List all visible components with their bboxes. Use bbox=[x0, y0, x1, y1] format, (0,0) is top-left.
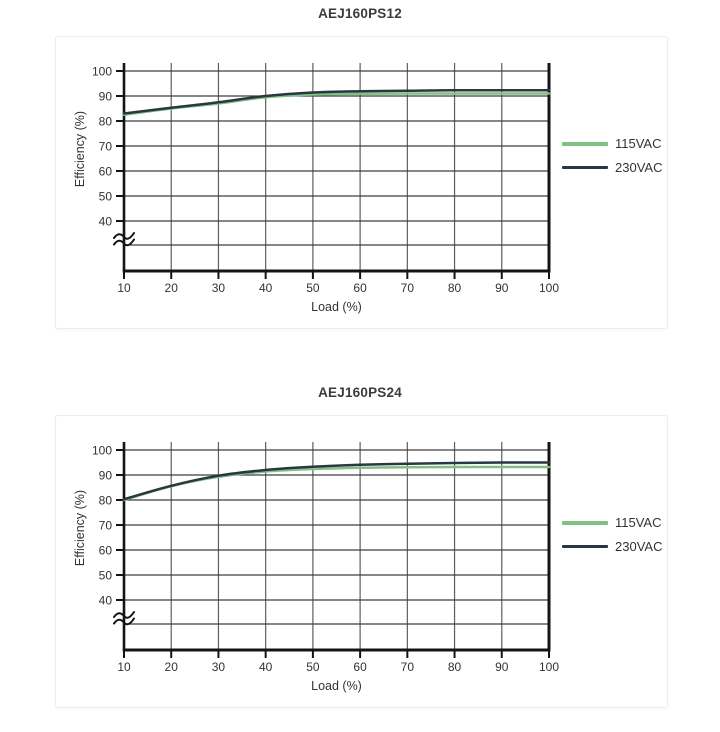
legend-line-115vac bbox=[562, 141, 608, 146]
legend-aej160ps12: 115VAC 230VAC bbox=[562, 136, 662, 175]
y-tick-label: 70 bbox=[99, 140, 113, 154]
y-tick-label: 40 bbox=[99, 594, 113, 608]
y-tick-label: 90 bbox=[99, 469, 113, 483]
legend-item-115vac: 115VAC bbox=[562, 136, 662, 151]
y-tick-label: 90 bbox=[99, 90, 113, 104]
series-line-115vac bbox=[122, 92, 551, 117]
series-line-230vac bbox=[122, 89, 551, 115]
x-axis-title: Load (%) bbox=[311, 679, 362, 693]
y-axis-break-icon bbox=[113, 238, 135, 247]
chart-card-aej160ps24: 100 90 80 70 60 50 40 10 20 30 40 50 60 70 80 90 100 Load… bbox=[55, 415, 668, 708]
x-tick-label: 100 bbox=[539, 660, 559, 674]
x-tick-label: 10 bbox=[117, 660, 131, 674]
chart-title-aej160ps24: AEJ160PS24 bbox=[318, 385, 402, 400]
legend-aej160ps24: 115VAC 230VAC bbox=[562, 515, 662, 554]
y-tick-label: 80 bbox=[99, 494, 113, 508]
x-tick-label: 50 bbox=[306, 660, 320, 674]
y-axis-break-icon bbox=[113, 617, 135, 626]
legend-label: 115VAC bbox=[615, 136, 662, 151]
x-tick-label: 30 bbox=[212, 281, 226, 295]
x-tick-label: 40 bbox=[259, 660, 273, 674]
legend-item-230vac: 230VAC bbox=[562, 160, 662, 175]
y-tick-label: 60 bbox=[99, 544, 113, 558]
legend-label: 230VAC bbox=[615, 539, 663, 554]
x-tick-label: 20 bbox=[165, 281, 179, 295]
chart-block-aej160ps24: AEJ160PS24 100 90 80 70 60 50 40 10 20 30 40 50 60 70… bbox=[0, 329, 720, 708]
y-axis-break-icon bbox=[113, 611, 135, 619]
series-line-115vac bbox=[122, 465, 551, 502]
x-tick-label: 30 bbox=[212, 660, 226, 674]
legend-label: 230VAC bbox=[615, 160, 663, 175]
series-line-230vac bbox=[122, 461, 551, 501]
legend-item-115vac: 115VAC bbox=[562, 515, 662, 530]
chart-block-aej160ps12: AEJ160PS12 100 90 80 70 60 50 40 10 20 30 40 50 60 70… bbox=[0, 0, 720, 329]
y-tick-label: 50 bbox=[99, 569, 113, 583]
y-tick-label: 70 bbox=[99, 519, 113, 533]
x-tick-label: 90 bbox=[495, 660, 509, 674]
legend-line-115vac bbox=[562, 520, 608, 525]
y-axis-title: Efficiency (%) bbox=[73, 490, 87, 566]
efficiency-plot-aej160ps12: 100 90 80 70 60 50 40 10 20 30 40 50 60 70 80 90 100 Load… bbox=[73, 63, 559, 314]
y-tick-label: 40 bbox=[99, 215, 113, 229]
x-tick-label: 10 bbox=[117, 281, 131, 295]
y-tick-label: 80 bbox=[99, 115, 113, 129]
legend-item-230vac: 230VAC bbox=[562, 539, 662, 554]
x-tick-label: 50 bbox=[306, 281, 320, 295]
chart-title-aej160ps12: AEJ160PS12 bbox=[318, 6, 402, 21]
y-tick-label: 100 bbox=[92, 444, 112, 458]
x-tick-label: 100 bbox=[539, 281, 559, 295]
x-tick-label: 70 bbox=[401, 281, 415, 295]
chart-card-aej160ps12: 100 90 80 70 60 50 40 10 20 30 40 50 60 70 80 90 100 Load… bbox=[55, 36, 668, 329]
x-axis-title: Load (%) bbox=[311, 300, 362, 314]
x-tick-label: 20 bbox=[165, 660, 179, 674]
x-tick-label: 60 bbox=[353, 660, 367, 674]
x-tick-label: 80 bbox=[448, 281, 462, 295]
y-tick-label: 100 bbox=[92, 65, 112, 79]
x-tick-label: 60 bbox=[353, 281, 367, 295]
x-tick-label: 70 bbox=[401, 660, 415, 674]
y-axis-title: Efficiency (%) bbox=[73, 111, 87, 187]
y-axis-break-icon bbox=[113, 232, 135, 240]
y-tick-label: 50 bbox=[99, 190, 113, 204]
y-tick-label: 60 bbox=[99, 165, 113, 179]
legend-line-230vac bbox=[562, 166, 608, 169]
legend-line-230vac bbox=[562, 545, 608, 548]
x-tick-label: 40 bbox=[259, 281, 273, 295]
efficiency-plot-aej160ps24: 100 90 80 70 60 50 40 10 20 30 40 50 60 70 80 90 100 Load… bbox=[73, 442, 559, 693]
x-tick-label: 80 bbox=[448, 660, 462, 674]
x-tick-label: 90 bbox=[495, 281, 509, 295]
legend-label: 115VAC bbox=[615, 515, 662, 530]
